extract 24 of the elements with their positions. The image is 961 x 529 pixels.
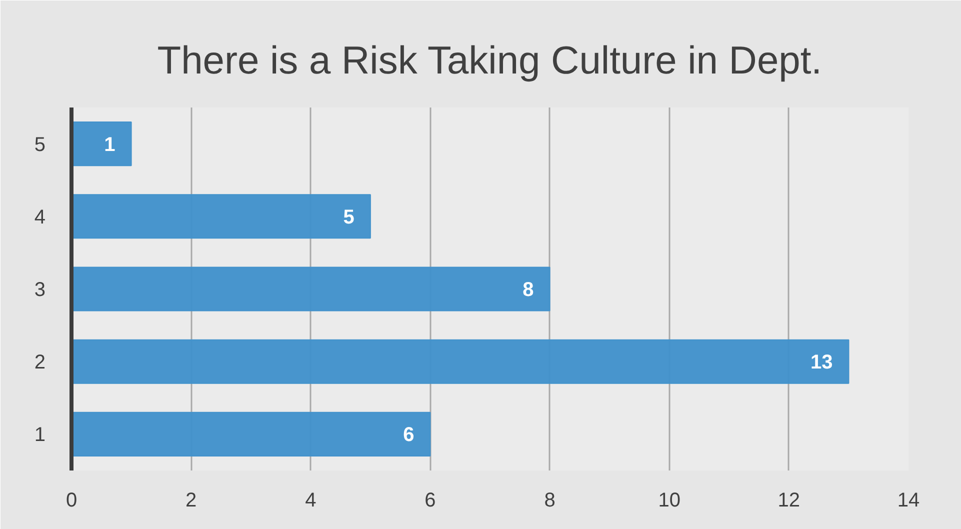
- bar: [72, 339, 850, 384]
- bar: [72, 412, 431, 456]
- data-label: 6: [403, 424, 414, 446]
- bar: [72, 194, 371, 239]
- x-tick-label: 12: [778, 490, 800, 512]
- data-label: 5: [343, 206, 354, 228]
- data-label: 1: [104, 134, 116, 156]
- y-tick-label: 5: [34, 134, 46, 156]
- data-label: 8: [522, 279, 534, 301]
- x-tick-label: 4: [305, 490, 316, 512]
- data-label: 13: [810, 352, 833, 374]
- y-tick-label: 2: [34, 352, 46, 374]
- x-tick-label: 14: [897, 490, 920, 512]
- y-tick-label: 4: [34, 206, 46, 228]
- x-tick-label: 8: [544, 490, 556, 512]
- x-tick-label: 2: [186, 490, 197, 512]
- bar: [72, 122, 132, 166]
- bar: [72, 266, 550, 312]
- x-tick-label: 10: [658, 490, 680, 512]
- chart-title: There is a Risk Taking Culture in Dept.: [157, 40, 822, 82]
- y-tick-label: 1: [34, 424, 46, 446]
- y-tick-label: 3: [34, 279, 46, 301]
- x-tick-label: 6: [424, 490, 436, 512]
- x-tick-label: 0: [66, 490, 78, 512]
